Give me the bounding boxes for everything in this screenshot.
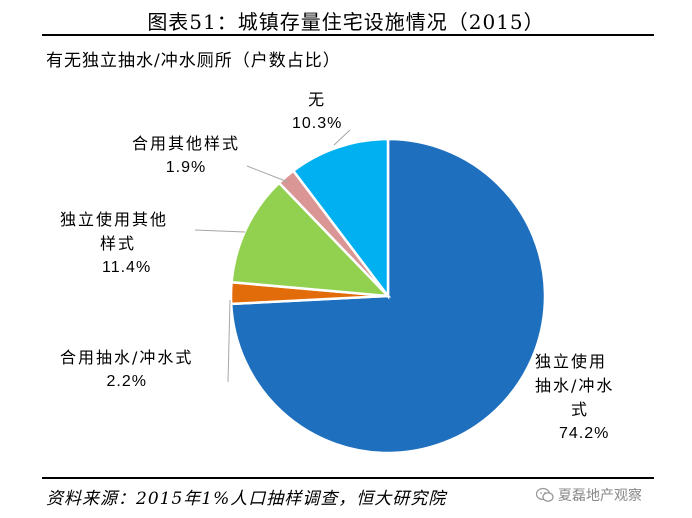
slice-label-independent-flush: 独立使用 抽水/冲水 式 74.2% [535, 352, 615, 442]
slice-label-shared-flush: 合用抽水/冲水式 2.2% [60, 348, 194, 390]
leader-line [194, 229, 246, 233]
top-rule [42, 34, 654, 36]
leader-line [333, 129, 351, 146]
watermark: 夏磊地产观察 [536, 485, 642, 505]
watermark-text: 夏磊地产观察 [558, 488, 642, 504]
bottom-rule [42, 477, 654, 479]
chart-subtitle: 有无独立抽水/冲水厕所（户数占比） [46, 51, 341, 71]
pie-slice [291, 137, 390, 300]
pie-slice [230, 181, 392, 298]
source-note: 资料来源：2015年1%人口抽样调查，恒大研究院 [46, 489, 447, 509]
leader-line [246, 165, 289, 183]
wechat-icon [536, 487, 554, 502]
slice-label-none: 无 10.3% [292, 90, 343, 132]
slice-label-shared-other: 合用其他样式 1.9% [132, 134, 241, 176]
figure-title: 图表51：城镇存量住宅设施情况（2015） [147, 10, 545, 34]
leader-line [227, 299, 231, 383]
slice-label-independent-other: 独立使用其他 样式 11.4% [60, 210, 169, 276]
